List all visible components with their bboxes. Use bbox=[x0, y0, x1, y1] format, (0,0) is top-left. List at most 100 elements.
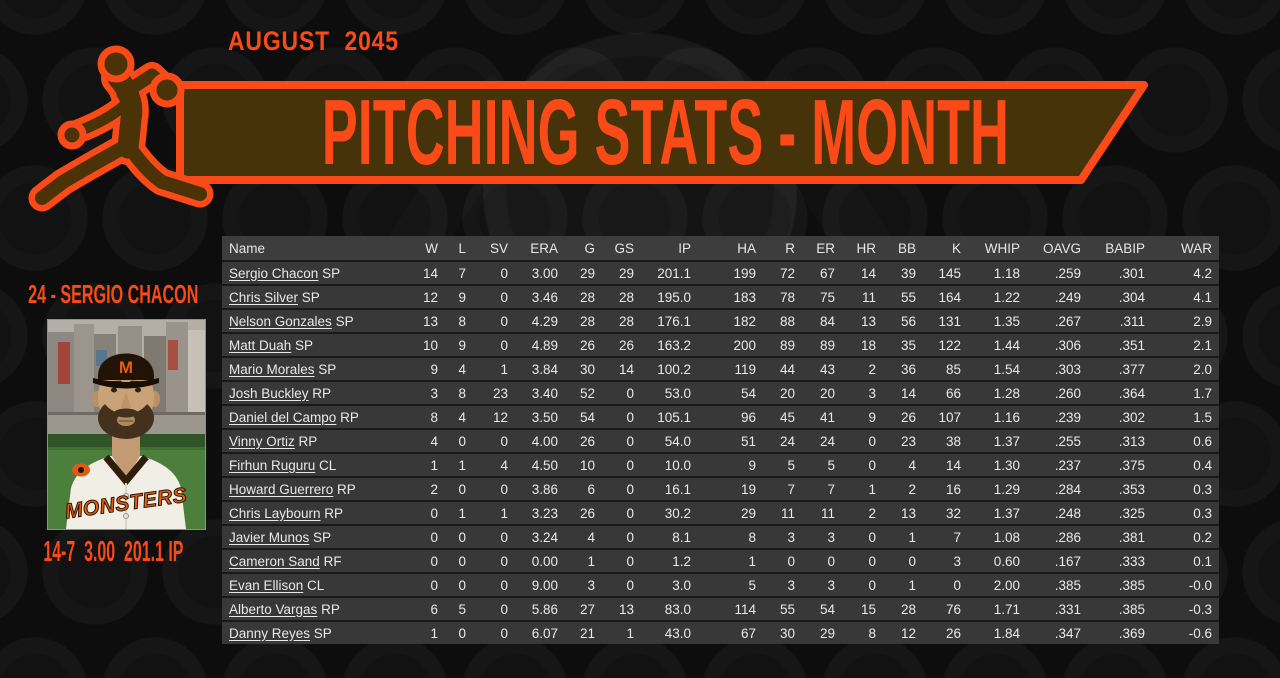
stat-cell: 67 bbox=[698, 620, 763, 644]
column-header-k[interactable]: K bbox=[923, 236, 968, 261]
stat-cell: 26 bbox=[602, 332, 641, 357]
column-header-l[interactable]: L bbox=[445, 236, 473, 261]
column-header-r[interactable]: R bbox=[763, 236, 802, 261]
stat-cell: 0 bbox=[602, 476, 641, 501]
stat-cell: 6.07 bbox=[515, 620, 565, 644]
column-header-babip[interactable]: BABIP bbox=[1088, 236, 1152, 261]
player-name-cell: Firhun Ruguru CL bbox=[222, 452, 412, 477]
stat-cell: .260 bbox=[1027, 380, 1088, 405]
stat-cell: .239 bbox=[1027, 404, 1088, 429]
stat-cell: .303 bbox=[1027, 356, 1088, 381]
player-name-cell: Chris Silver SP bbox=[222, 284, 412, 309]
stat-cell: 12 bbox=[473, 404, 515, 429]
player-name-link[interactable]: Evan Ellison bbox=[229, 577, 304, 593]
player-name-cell: Mario Morales SP bbox=[222, 356, 412, 381]
table-row: Josh Buckley RP 3 8 23 3.40 52 0 53.0 54 20 20 3 14 6… bbox=[222, 380, 1219, 405]
player-name-cell: Chris Laybourn RP bbox=[222, 500, 412, 525]
stat-cell: 8 bbox=[445, 308, 473, 333]
stat-cell: 4 bbox=[883, 452, 923, 477]
player-name-link[interactable]: Danny Reyes bbox=[229, 625, 311, 641]
stat-cell: 53.0 bbox=[641, 380, 698, 405]
stat-cell: 105.1 bbox=[641, 404, 698, 429]
stat-cell: .304 bbox=[1088, 284, 1152, 309]
player-position: RF bbox=[319, 553, 342, 569]
stat-cell: 18 bbox=[842, 332, 883, 357]
player-name-link[interactable]: Cameron Sand bbox=[229, 553, 320, 569]
stat-cell: 0 bbox=[473, 428, 515, 453]
stat-cell: 0 bbox=[473, 308, 515, 333]
stat-cell: 3 bbox=[412, 380, 445, 405]
player-position: SP bbox=[314, 361, 337, 377]
stat-cell: 41 bbox=[802, 404, 842, 429]
column-header-bb[interactable]: BB bbox=[883, 236, 923, 261]
stat-cell: 182 bbox=[698, 308, 763, 333]
stat-cell: .255 bbox=[1027, 428, 1088, 453]
stat-cell: 14 bbox=[883, 380, 923, 405]
column-header-name[interactable]: Name bbox=[222, 236, 412, 261]
stat-cell: 145 bbox=[923, 260, 968, 285]
stat-cell: .249 bbox=[1027, 284, 1088, 309]
stat-cell: 0 bbox=[445, 428, 473, 453]
stat-cell: 6 bbox=[412, 596, 445, 621]
stat-cell: 54 bbox=[698, 380, 763, 405]
stat-cell: 0.2 bbox=[1152, 524, 1219, 549]
stat-cell: 0 bbox=[412, 500, 445, 525]
column-header-oavg[interactable]: OAVG bbox=[1027, 236, 1088, 261]
stat-cell: 1.44 bbox=[968, 332, 1027, 357]
player-name-link[interactable]: Mario Morales bbox=[229, 361, 315, 377]
column-header-er[interactable]: ER bbox=[802, 236, 842, 261]
column-header-whip[interactable]: WHIP bbox=[968, 236, 1027, 261]
column-header-sv[interactable]: SV bbox=[473, 236, 515, 261]
player-name-link[interactable]: Chris Laybourn bbox=[229, 505, 321, 521]
stat-cell: 0 bbox=[763, 548, 802, 573]
stat-cell: 1 bbox=[565, 548, 602, 573]
player-name-link[interactable]: Chris Silver bbox=[229, 289, 299, 305]
player-name-link[interactable]: Josh Buckley bbox=[229, 385, 309, 401]
stat-cell: 54 bbox=[802, 596, 842, 621]
stat-cell: .333 bbox=[1088, 548, 1152, 573]
player-name-link[interactable]: Javier Munos bbox=[229, 529, 310, 545]
player-name-link[interactable]: Howard Guerrero bbox=[229, 481, 334, 497]
stat-cell: 19 bbox=[698, 476, 763, 501]
stat-cell: 38 bbox=[923, 428, 968, 453]
stat-cell: 1 bbox=[445, 500, 473, 525]
stat-cell: 14 bbox=[412, 260, 445, 285]
player-name-link[interactable]: Firhun Ruguru bbox=[229, 457, 316, 473]
stat-cell: 27 bbox=[565, 596, 602, 621]
column-header-gs[interactable]: GS bbox=[602, 236, 641, 261]
player-position: SP bbox=[291, 337, 314, 353]
column-header-w[interactable]: W bbox=[412, 236, 445, 261]
column-header-hr[interactable]: HR bbox=[842, 236, 883, 261]
player-name-link[interactable]: Vinny Ortiz bbox=[229, 433, 295, 449]
stat-cell: 55 bbox=[763, 596, 802, 621]
stat-cell: 1.7 bbox=[1152, 380, 1219, 405]
player-position: CL bbox=[303, 577, 325, 593]
column-header-g[interactable]: G bbox=[565, 236, 602, 261]
stat-cell: 0 bbox=[473, 332, 515, 357]
column-header-ip[interactable]: IP bbox=[641, 236, 698, 261]
player-name-link[interactable]: Alberto Vargas bbox=[229, 601, 318, 617]
column-header-ha[interactable]: HA bbox=[698, 236, 763, 261]
player-name-link[interactable]: Nelson Gonzales bbox=[229, 313, 332, 329]
stat-cell: 1.16 bbox=[968, 404, 1027, 429]
stat-cell: 29 bbox=[802, 620, 842, 644]
stat-cell: 1 bbox=[883, 572, 923, 597]
player-name-link[interactable]: Daniel del Campo bbox=[229, 409, 337, 425]
player-name-link[interactable]: Sergio Chacon bbox=[229, 265, 319, 281]
page-title-text: PITCHING STATS - MONTH bbox=[321, 80, 1009, 184]
stat-cell: .377 bbox=[1088, 356, 1152, 381]
player-name-link[interactable]: Matt Duah bbox=[229, 337, 292, 353]
stat-cell: .248 bbox=[1027, 500, 1088, 525]
player-position: SP bbox=[309, 529, 332, 545]
stat-cell: 11 bbox=[802, 500, 842, 525]
stat-cell: 176.1 bbox=[641, 308, 698, 333]
stat-cell: 0 bbox=[412, 548, 445, 573]
title-banner bbox=[176, 81, 1148, 184]
stat-cell: 1 bbox=[473, 500, 515, 525]
stat-cell: 11 bbox=[842, 284, 883, 309]
stat-cell: 0.60 bbox=[968, 548, 1027, 573]
column-header-era[interactable]: ERA bbox=[515, 236, 565, 261]
column-header-war[interactable]: WAR bbox=[1152, 236, 1219, 261]
stat-cell: 4 bbox=[445, 356, 473, 381]
